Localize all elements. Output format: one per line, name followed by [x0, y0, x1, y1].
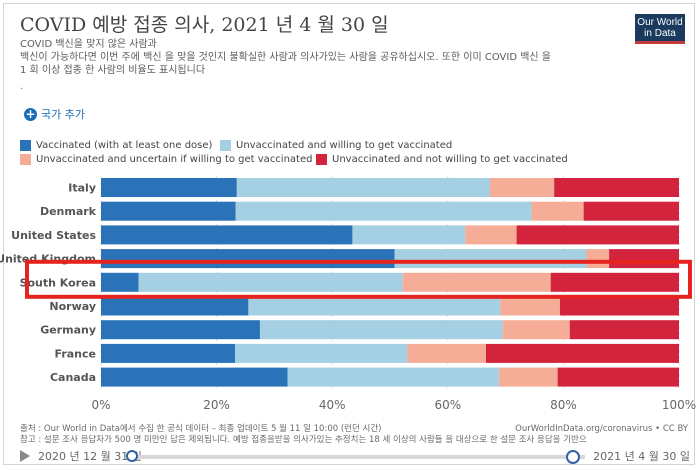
bar-segment[interactable] [609, 249, 679, 269]
category-label: Canada [50, 371, 96, 384]
bar-segment[interactable] [235, 201, 532, 221]
legend-swatch [20, 140, 31, 151]
bar-segment[interactable] [259, 320, 503, 340]
bar-segment[interactable] [138, 272, 403, 292]
timeline-end-handle[interactable] [566, 450, 580, 464]
bar-segment[interactable] [516, 225, 679, 245]
bar-segment[interactable] [394, 249, 587, 269]
timeline-start-handle[interactable] [126, 450, 138, 462]
bar-segment[interactable] [569, 320, 679, 340]
category-label: Germany [40, 324, 96, 337]
legend-item-uncertain[interactable]: Unvaccinated and uncertain if willing to… [20, 154, 312, 165]
chart-subtitle: COVID 백신을 맞지 않은 사람과 백신이 가능하다면 이번 주에 백신 을… [20, 38, 640, 77]
source-text: 출처 : Our World in Data에서 수집 한 공식 데이터 – 최… [20, 424, 382, 434]
subtitle-line-1: COVID 백신을 맞지 않은 사람과 [20, 39, 157, 50]
x-tick-label: 80% [550, 398, 577, 412]
highlight-layer [25, 259, 692, 299]
bar-segment[interactable] [554, 178, 679, 197]
x-tick-label: 20% [203, 398, 230, 412]
category-label: Italy [68, 182, 96, 195]
bar-segment[interactable] [557, 367, 679, 387]
timeline-end-label: 2021 년 4 월 30 일 [593, 450, 690, 463]
bar-segment[interactable] [550, 272, 679, 292]
bar-segment[interactable] [101, 272, 139, 292]
source-url[interactable]: OurWorldInData.org/coronavirus • CC BY [515, 424, 688, 434]
bar-segment[interactable] [235, 343, 408, 363]
category-label: Norway [49, 300, 96, 313]
legend-swatch [220, 140, 231, 151]
subtitle-line-2: 백신이 가능하다면 이번 주에 백신 을 맞을 것인지 불확실한 사람과 의사가… [20, 52, 551, 63]
bar-segment[interactable] [531, 201, 584, 221]
bar-segment[interactable] [499, 367, 558, 387]
bar-segment[interactable] [583, 201, 679, 221]
bar-segment[interactable] [485, 343, 679, 363]
bar-segment[interactable] [502, 320, 570, 340]
plus-circle-icon: + [24, 106, 37, 121]
x-tick-label: 0% [91, 398, 110, 412]
category-label: United States [11, 229, 96, 242]
category-label: South Korea [20, 276, 96, 289]
logo-line-2: in Data [644, 28, 676, 39]
chart-title: COVID 예방 접종 의사, 2021 년 4 월 30 일 [20, 14, 389, 36]
timeline-start-label: 2020 년 12 월 31 일 [38, 450, 142, 463]
bar-segment[interactable] [101, 249, 395, 269]
bar-segment[interactable] [236, 178, 490, 197]
add-country-label: 국가 추가 [41, 108, 85, 121]
owid-logo[interactable]: Our World in Data [635, 14, 685, 44]
legend-swatch [20, 154, 31, 165]
x-tick-label: 100% [662, 398, 696, 412]
legend-label: Vaccinated (with at least one dose) [36, 140, 213, 151]
bar-segment[interactable] [101, 225, 353, 245]
bar-segment[interactable] [586, 249, 610, 269]
x-tick-label: 60% [434, 398, 461, 412]
bar-segment[interactable] [407, 343, 486, 363]
chart-frame [3, 3, 695, 465]
bar-segment[interactable] [559, 296, 679, 316]
bar-segment[interactable] [101, 178, 237, 197]
note-text: 참고 : 설문 조사 응답자가 500 명 미만인 답은 제외됩니다. 예방 접… [20, 435, 587, 445]
bar-segment[interactable] [402, 272, 551, 292]
legend-label: Unvaccinated and uncertain if willing to… [36, 154, 313, 165]
legend-item-not-willing[interactable]: Unvaccinated and not willing to get vacc… [316, 154, 568, 165]
timeline-slider[interactable]: 2020 년 12 월 31 일 2021 년 4 월 30 일 [20, 448, 690, 466]
legend-item-willing[interactable]: Unvaccinated and willing to get vaccinat… [220, 140, 452, 151]
subtitle-line-3: 1 회 이상 접종 한 사람의 비율도 표시됩니다 [20, 65, 206, 76]
highlight-box [25, 259, 692, 299]
timeline-track[interactable] [135, 455, 585, 459]
legend-label: Unvaccinated and willing to get vaccinat… [236, 140, 453, 151]
bar-segment[interactable] [101, 296, 249, 316]
bar-segment[interactable] [465, 225, 517, 245]
play-icon[interactable] [20, 450, 30, 462]
add-country-button[interactable]: + 국가 추가 [24, 106, 85, 122]
category-label: France [55, 347, 96, 360]
bar-segment[interactable] [287, 367, 500, 387]
bar-segment[interactable] [500, 296, 560, 316]
source-note: 출처 : Our World in Data에서 수집 한 공식 데이터 – 최… [20, 424, 690, 446]
legend-swatch [316, 154, 327, 165]
subtitle-dot: . [20, 81, 24, 92]
x-axis-ticks: 0% 20% 40% 60% 80% 100% [91, 398, 696, 412]
legend-label: Unvaccinated and not willing to get vacc… [332, 154, 568, 165]
bar-segment[interactable] [352, 225, 466, 245]
bar-segment[interactable] [248, 296, 501, 316]
x-tick-label: 40% [319, 398, 346, 412]
bar-layer [101, 178, 679, 387]
bar-segment[interactable] [101, 367, 288, 387]
bar-segment[interactable] [101, 343, 236, 363]
bar-segment[interactable] [101, 201, 236, 221]
legend-item-vaccinated[interactable]: Vaccinated (with at least one dose) [20, 140, 212, 151]
bar-segment[interactable] [489, 178, 555, 197]
category-label: Denmark [40, 205, 97, 218]
bar-segment[interactable] [101, 320, 260, 340]
logo-line-1: Our World [637, 17, 683, 28]
